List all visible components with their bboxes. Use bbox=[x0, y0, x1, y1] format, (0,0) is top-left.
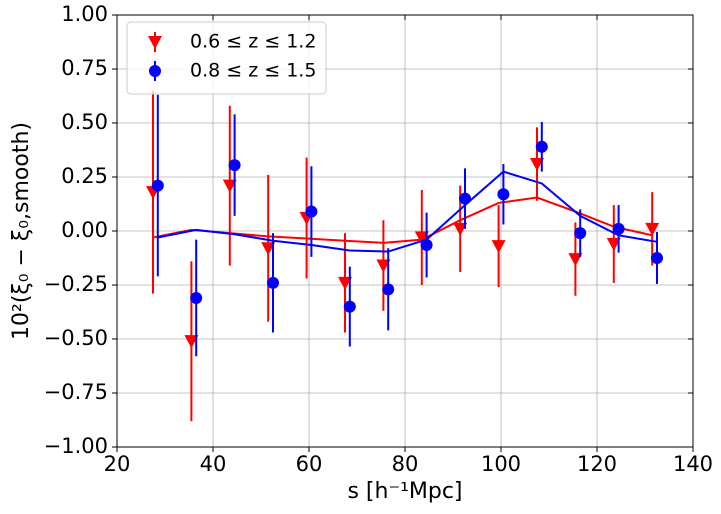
marker bbox=[267, 276, 279, 289]
marker bbox=[222, 179, 237, 193]
marker bbox=[535, 140, 548, 153]
marker bbox=[184, 335, 199, 349]
marker bbox=[651, 252, 663, 264]
y-tick-label: 1.00 bbox=[61, 2, 108, 26]
marker bbox=[491, 240, 506, 254]
y-tick-label: 0.75 bbox=[61, 56, 108, 80]
marker bbox=[190, 291, 203, 304]
marker bbox=[376, 259, 391, 273]
marker bbox=[453, 222, 468, 236]
x-tick-label: 20 bbox=[104, 452, 131, 476]
legend-label: 0.8 ≤ z ≤ 1.5 bbox=[190, 60, 316, 82]
marker bbox=[574, 227, 587, 240]
marker bbox=[382, 283, 395, 296]
model-line bbox=[157, 170, 658, 253]
marker bbox=[305, 205, 318, 218]
marker bbox=[420, 239, 433, 252]
legend-label: 0.6 ≤ z ≤ 1.2 bbox=[190, 31, 316, 53]
marker bbox=[497, 188, 510, 201]
x-tick-label: 120 bbox=[577, 452, 617, 476]
marker bbox=[343, 300, 356, 313]
y-tick-label: −0.25 bbox=[44, 272, 108, 296]
marker bbox=[568, 253, 583, 267]
x-tick-label: 100 bbox=[481, 452, 521, 476]
y-axis-label: 10²(ξ₀ − ξ₀,smooth) bbox=[9, 122, 34, 340]
marker bbox=[228, 159, 241, 172]
legend-box bbox=[126, 21, 327, 95]
marker bbox=[414, 231, 429, 245]
marker bbox=[261, 242, 276, 256]
marker bbox=[530, 158, 544, 172]
legend-marker bbox=[149, 65, 161, 77]
plot-frame bbox=[116, 14, 694, 448]
y-tick-label: 0.25 bbox=[61, 164, 108, 188]
x-tick-label: 40 bbox=[200, 452, 227, 476]
marker bbox=[645, 222, 660, 236]
marker bbox=[606, 237, 621, 251]
x-tick-label: 60 bbox=[296, 452, 323, 476]
y-tick-label: −0.75 bbox=[44, 380, 108, 404]
y-tick-label: 0.50 bbox=[61, 110, 108, 134]
marker bbox=[338, 276, 352, 290]
y-tick-label: −1.00 bbox=[44, 434, 108, 458]
marker bbox=[151, 179, 164, 192]
x-axis-label: s [h⁻¹Mpc] bbox=[347, 479, 462, 504]
legend-marker bbox=[148, 36, 162, 49]
x-tick-label: 80 bbox=[392, 452, 419, 476]
y-tick-label: 0.00 bbox=[61, 218, 108, 242]
x-tick-label: 140 bbox=[673, 452, 713, 476]
marker bbox=[459, 192, 471, 205]
y-tick-label: −0.50 bbox=[44, 326, 108, 350]
marker bbox=[612, 222, 625, 235]
